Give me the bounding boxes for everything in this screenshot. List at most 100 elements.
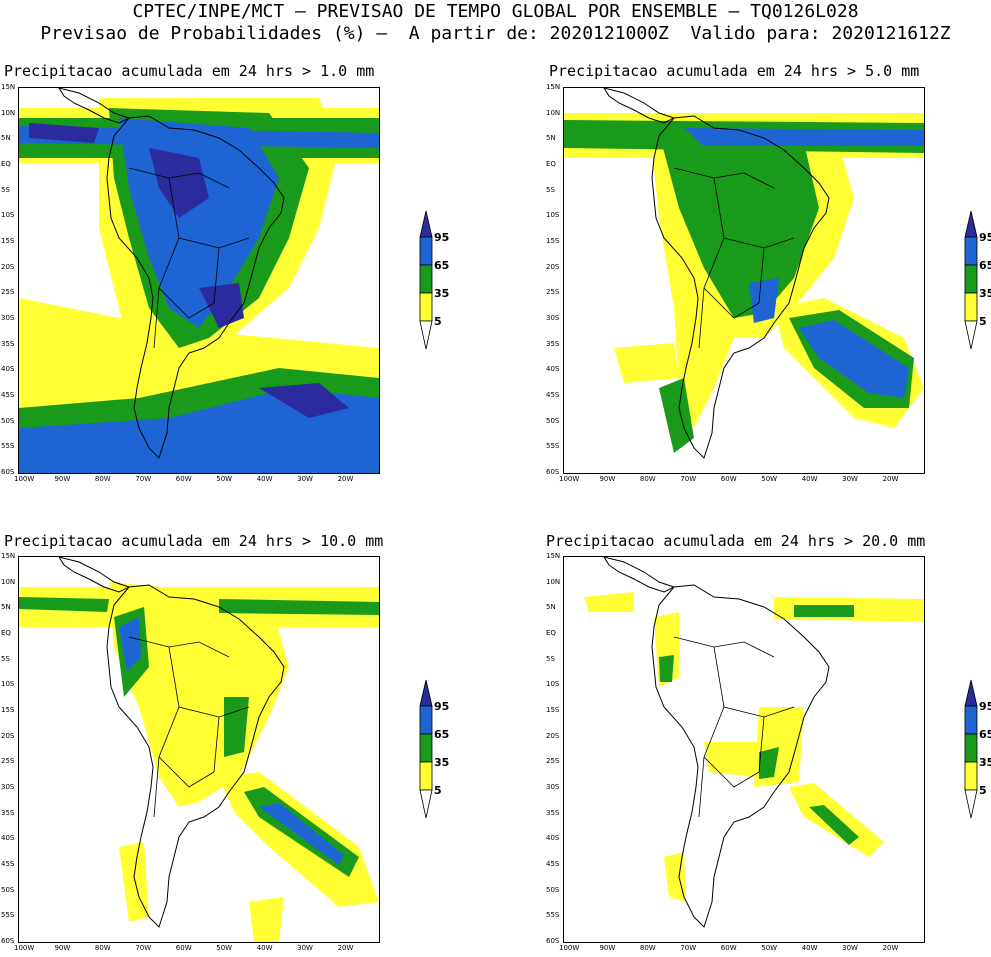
lat-tick-label: 25S — [1, 757, 15, 766]
lon-tick-label: 100W — [559, 944, 580, 952]
lon-tick-label: 80W — [639, 475, 656, 483]
probability-area-c5 — [664, 852, 686, 902]
legend-swatch-0 — [964, 320, 978, 350]
lat-tick-label: 45S — [1, 391, 15, 399]
lon-tick-label: 90W — [54, 475, 71, 483]
lat-tick-label: 55S — [546, 911, 560, 920]
lat-tick-label: 60S — [1, 937, 15, 945]
lon-tick-label: 20W — [882, 944, 899, 952]
legend-colorbar-2 — [963, 209, 989, 355]
lat-tick-label: 15S — [546, 237, 560, 245]
lon-tick-label: 80W — [94, 475, 111, 483]
legend-label-5: 5 — [979, 315, 987, 328]
probability-area-c95 — [259, 383, 349, 418]
probability-area-c35 — [19, 597, 109, 612]
legend-swatch-0 — [964, 789, 978, 819]
legend-swatch-5 — [964, 292, 978, 322]
lon-tick-label: 30W — [297, 475, 313, 483]
lat-tick-label: 55S — [1, 442, 15, 451]
lat-tick-label: 45S — [1, 860, 15, 868]
legend-swatch-95 — [419, 210, 433, 238]
probability-area-c35 — [794, 605, 854, 617]
country-borders — [128, 167, 250, 349]
lat-tick-label: 60S — [546, 468, 560, 476]
lon-tick-label: 90W — [599, 944, 616, 952]
lon-tick-label: 30W — [842, 475, 858, 483]
panel-title-2: Precipitacao acumulada em 24 hrs > 5.0 m… — [549, 62, 920, 80]
lon-tick-label: 60W — [175, 475, 192, 483]
main-title: CPTEC/INPE/MCT – PREVISAO DE TEMPO GLOBA… — [132, 1, 859, 22]
lat-tick-label: 55S — [1, 911, 15, 920]
map-svg-3 — [19, 557, 379, 942]
legend-label-35: 35 — [434, 756, 450, 769]
lat-tick-label: 15N — [1, 552, 16, 560]
probability-area-c5 — [119, 842, 149, 922]
probability-area-c35 — [659, 378, 694, 453]
probability-area-c35 — [224, 697, 249, 757]
lat-tick-label: 30S — [546, 314, 560, 322]
lat-tick-label: 50S — [546, 416, 560, 425]
lon-tick-label: 50W — [761, 944, 778, 952]
legend-swatch-5 — [419, 761, 433, 791]
central-america-coastline — [58, 557, 131, 593]
lat-tick-label: EQ — [546, 629, 556, 637]
map-svg-2 — [564, 88, 924, 459]
main-subtitle: Previsao de Probabilidades (%) – A parti… — [40, 23, 951, 44]
lon-tick-label: 30W — [297, 944, 313, 952]
legend-label-65: 65 — [979, 728, 991, 741]
legend-label-65: 65 — [979, 259, 991, 272]
lat-tick-label: 45S — [546, 391, 560, 399]
legend-label-65: 65 — [434, 259, 450, 272]
lon-tick-label: 100W — [14, 475, 35, 483]
legend-swatch-0 — [419, 320, 433, 350]
lat-tick-label: 25S — [546, 757, 560, 766]
central-america-coastline — [58, 88, 131, 124]
lat-tick-label: 10N — [546, 577, 561, 586]
legend-swatch-35 — [964, 264, 978, 294]
legend-colorbar-4 — [963, 678, 989, 824]
probability-map-3 — [18, 556, 380, 943]
lat-tick-label: 50S — [1, 885, 15, 894]
lat-tick-label: 35S — [546, 339, 560, 348]
country-borders — [673, 167, 795, 349]
lat-tick-label: 30S — [1, 783, 15, 791]
lon-tick-label: 90W — [54, 944, 71, 952]
probability-map-2 — [563, 87, 925, 474]
lon-tick-label: 20W — [882, 475, 899, 483]
lon-tick-label: 40W — [256, 475, 273, 483]
probability-area-c65 — [119, 617, 141, 672]
legend-swatch-65 — [964, 705, 978, 735]
lon-tick-label: 40W — [801, 475, 818, 483]
probability-area-c95 — [149, 148, 209, 218]
legend-label-35: 35 — [979, 756, 991, 769]
probability-area-c95 — [29, 123, 99, 143]
probability-area-c5 — [249, 897, 284, 942]
legend-label-65: 65 — [434, 728, 450, 741]
lat-tick-label: 5N — [546, 603, 556, 612]
lon-tick-label: 80W — [94, 944, 111, 952]
legend-swatch-95 — [419, 679, 433, 707]
probability-area-c35 — [659, 655, 674, 682]
lat-tick-label: 5N — [1, 603, 11, 612]
lat-tick-label: 25S — [546, 288, 560, 297]
lon-tick-label: 30W — [842, 944, 858, 952]
lat-tick-label: 10N — [1, 577, 16, 586]
legend-label-35: 35 — [434, 287, 450, 300]
lat-tick-label: 15S — [1, 237, 15, 245]
lat-tick-label: 40S — [546, 365, 560, 374]
lat-tick-label: 45S — [546, 860, 560, 868]
lat-tick-label: 10N — [546, 108, 561, 117]
probability-area-c5 — [704, 742, 759, 777]
lon-tick-label: 40W — [256, 944, 273, 952]
lat-tick-label: EQ — [546, 160, 556, 168]
lon-tick-label: 70W — [680, 944, 697, 952]
legend-swatch-35 — [419, 733, 433, 763]
legend-label-95: 95 — [979, 700, 991, 713]
lat-tick-label: 10S — [1, 211, 15, 220]
lat-tick-label: 20S — [546, 262, 560, 271]
probability-area-c65 — [259, 803, 344, 865]
lon-tick-label: 70W — [680, 475, 697, 483]
lat-tick-label: 30S — [1, 314, 15, 322]
probability-area-c65 — [684, 128, 924, 146]
probability-area-c35 — [809, 805, 859, 845]
